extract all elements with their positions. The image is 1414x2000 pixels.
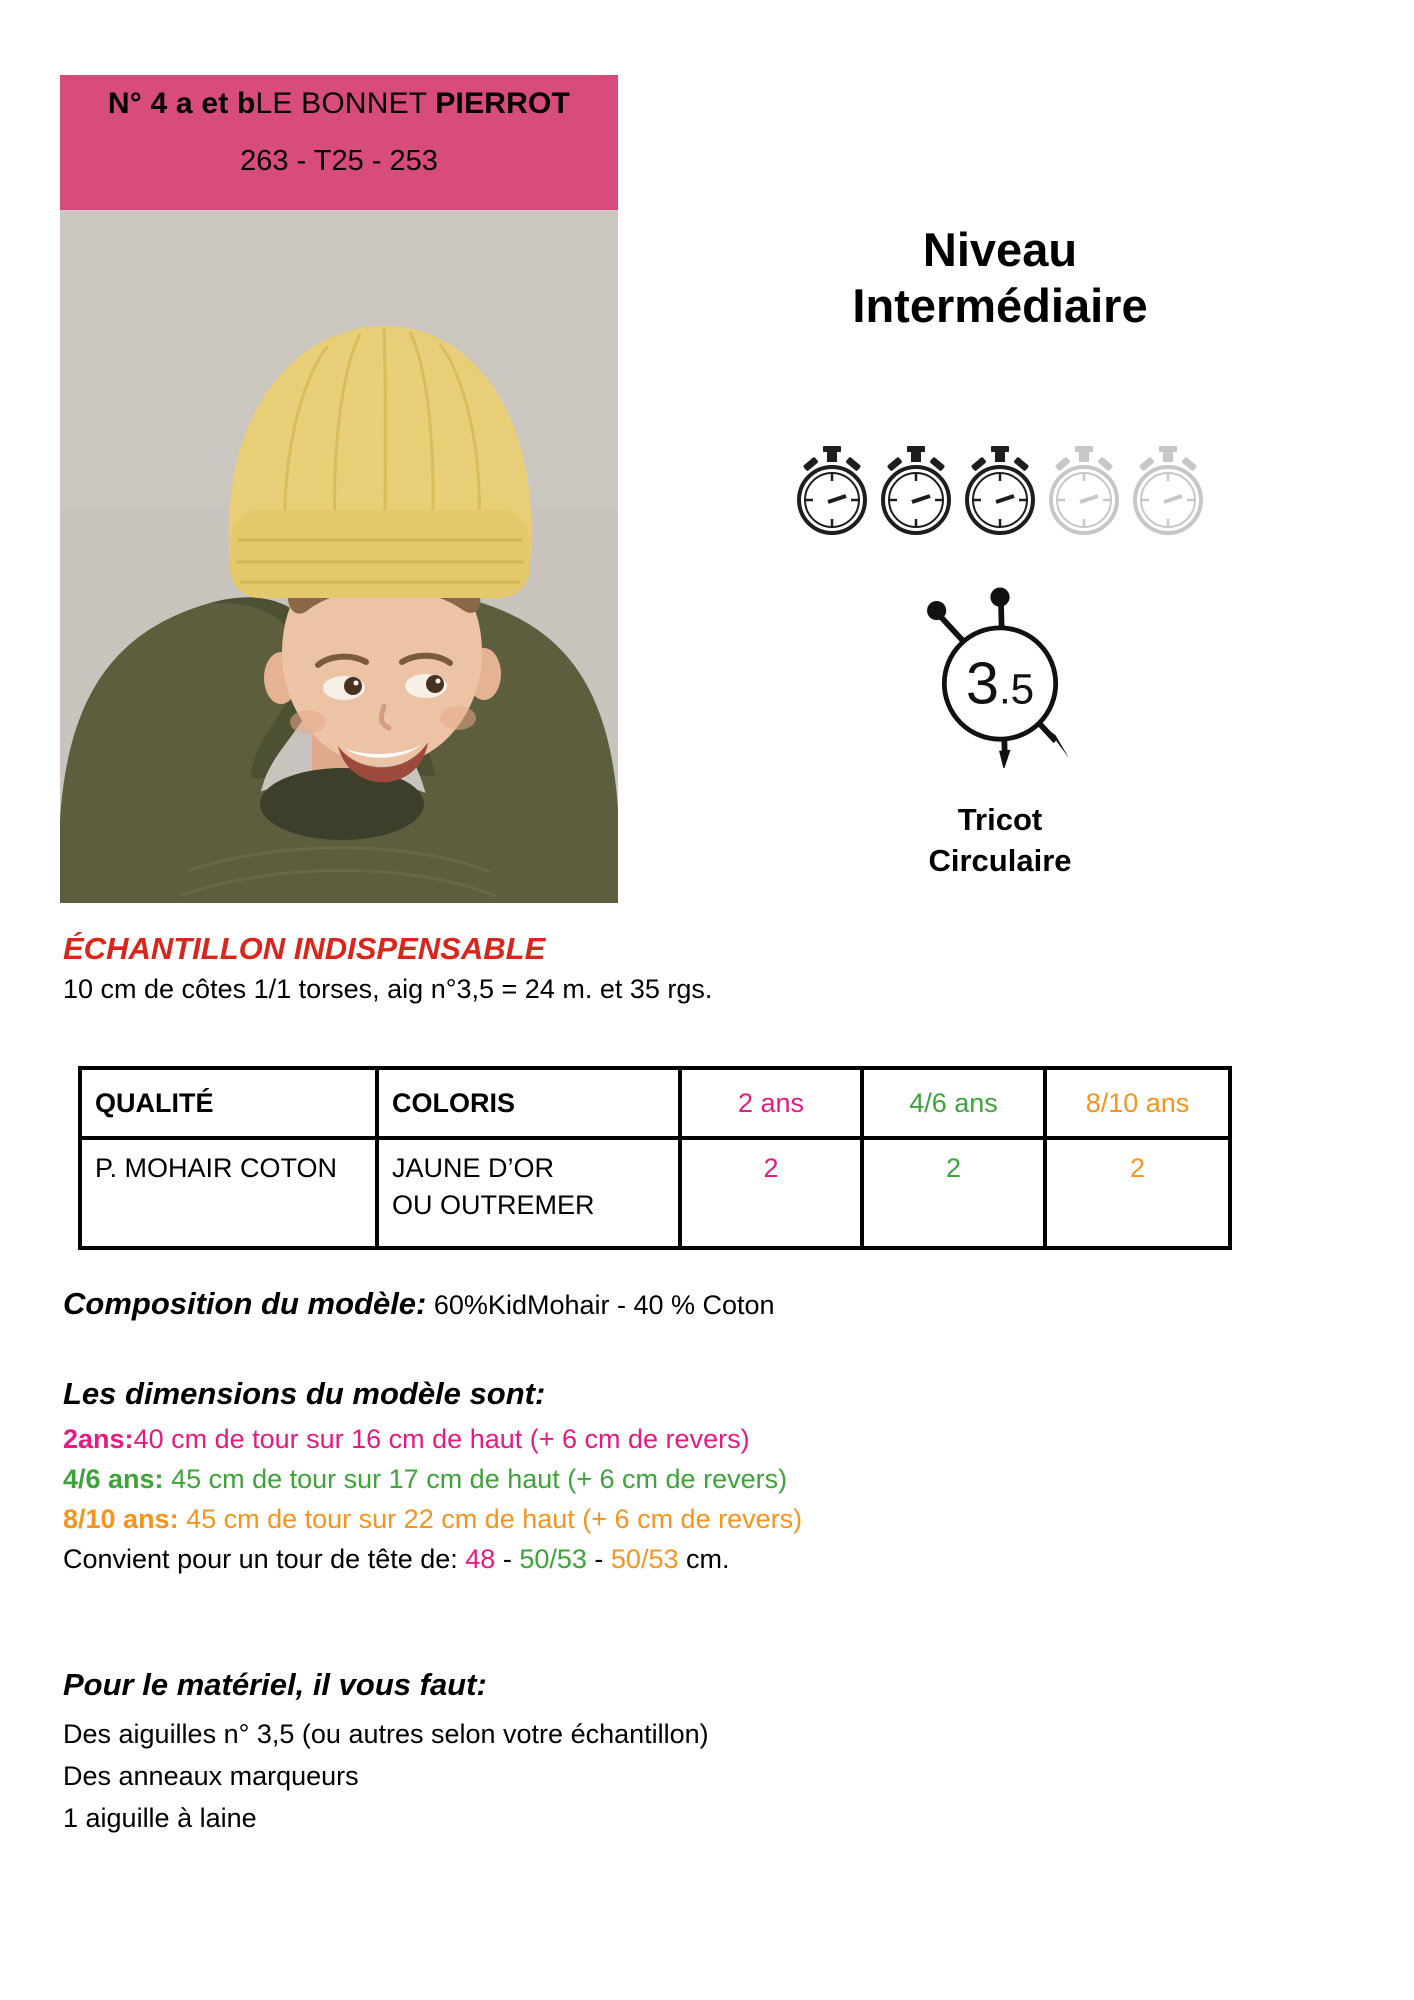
difficulty-rating [690,446,1310,538]
title-band: N° 4 a et bLE BONNET PIERROT 263 - T25 -… [60,75,618,210]
col-header-coloris: COLORIS [375,1066,682,1140]
child-photo-illustration [60,210,618,903]
head-size-2ans: 48 [465,1544,496,1574]
dimensions-section: Les dimensions du modèle sont: 2ans:40 c… [63,1374,802,1579]
composition-value: 60%KidMohair - 40 % Coton [433,1290,775,1320]
col-header-2ans: 2 ans [678,1066,864,1140]
cell-qty-810ans: 2 [1043,1136,1232,1250]
technique-label: Tricot Circulaire [690,799,1310,881]
pattern-name-regular: LE BONNET [255,87,436,120]
stopwatch-icon [965,446,1035,535]
technique-line2: Circulaire [928,843,1072,878]
col-header-46ans: 4/6 ans [860,1066,1047,1140]
stopwatch-icon-empty [1133,446,1203,535]
level-line2: Intermédiaire [852,279,1148,332]
pattern-number: N° 4 a et b [107,87,256,120]
stopwatch-icon [797,446,867,535]
needle-size-icon: 3.5 [927,587,1070,770]
level-heading: Niveau Intermédiaire [690,222,1310,334]
stopwatch-icon [881,446,951,535]
material-item: 1 aiguille à laine [63,1803,257,1833]
composition-line: Composition du modèle: 60%KidMohair - 40… [63,1286,775,1322]
table-header-row: QUALITÉ COLORIS 2 ans 4/6 ans 8/10 ans [78,1066,1232,1140]
table-row: P. MOHAIR COTON JAUNE D’OR OU OUTREMER 2… [78,1136,1232,1250]
level-line1: Niveau [922,223,1078,276]
child-photo [60,210,618,903]
pattern-reference: 263 - T25 - 253 [240,145,438,177]
cell-quality: P. MOHAIR COTON [78,1136,379,1250]
gauge-text: 10 cm de côtes 1/1 torses, aig n°3,5 = 2… [63,974,713,1004]
materials-section: Pour le matériel, il vous faut: Des aigu… [63,1664,709,1839]
material-item: Des anneaux marqueurs [63,1761,359,1791]
head-circumference-line: Convient pour un tour de tête de: 48 - 5… [63,1544,730,1574]
cell-coloris: JAUNE D’OR OU OUTREMER [375,1136,682,1250]
pattern-name-bold: PIERROT [435,87,571,120]
info-column: Niveau Intermédiaire 3.5 [690,210,1310,881]
material-item: Des aiguilles n° 3,5 (ou autres selon vo… [63,1719,709,1749]
yarn-table: QUALITÉ COLORIS 2 ans 4/6 ans 8/10 ans P… [78,1066,1232,1250]
needle-size-badge: 3.5 [690,576,1310,773]
gauge-heading: ÉCHANTILLON INDISPENSABLE [63,931,546,966]
coloris-line1: JAUNE D’OR [392,1153,555,1183]
dimension-line-2ans: 2ans:40 cm de tour sur 16 cm de haut (+ … [63,1424,750,1454]
dimension-line-46ans: 4/6 ans: 45 cm de tour sur 17 cm de haut… [63,1464,788,1494]
stopwatch-icon-empty [1049,446,1119,535]
col-header-qualite: QUALITÉ [78,1066,379,1140]
pattern-title: N° 4 a et bLE BONNET PIERROT [60,75,618,121]
svg-text:3.5: 3.5 [966,650,1034,717]
head-size-46ans: 50/53 [519,1544,587,1574]
dimension-line-810ans: 8/10 ans: 45 cm de tour sur 22 cm de hau… [63,1504,803,1534]
materials-heading: Pour le matériel, il vous faut: [63,1667,487,1702]
coloris-line2: OU OUTREMER [392,1190,595,1220]
technique-line1: Tricot [957,802,1043,837]
col-header-810ans: 8/10 ans [1043,1066,1232,1140]
dimensions-heading: Les dimensions du modèle sont: [63,1376,546,1411]
composition-label: Composition du modèle: [63,1286,427,1321]
cell-qty-2ans: 2 [678,1136,864,1250]
head-size-810ans: 50/53 [610,1544,679,1574]
cell-qty-46ans: 2 [860,1136,1047,1250]
